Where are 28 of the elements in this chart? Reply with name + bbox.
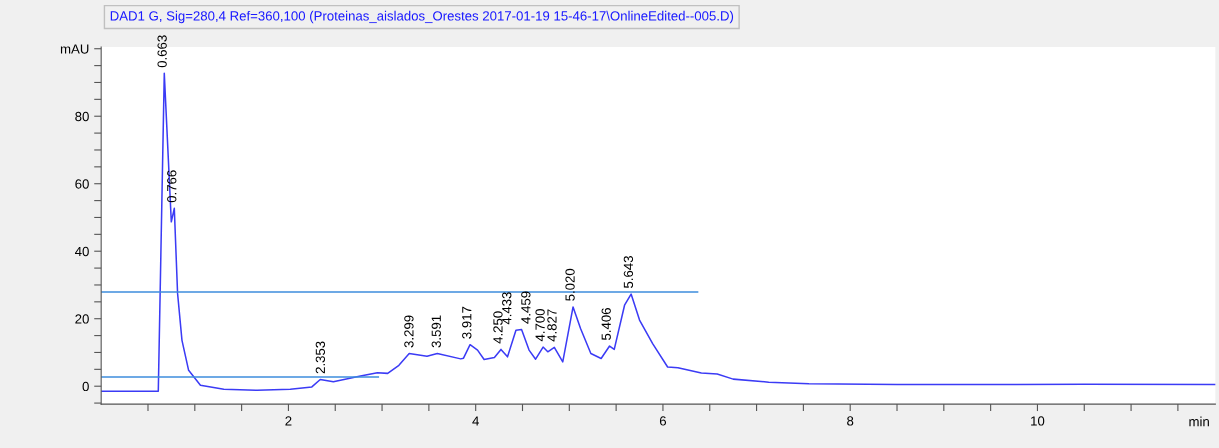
annotation: 4.459 bbox=[521, 291, 531, 324]
annotation: 0.766 bbox=[167, 170, 177, 203]
annotation: 3.917 bbox=[462, 306, 472, 339]
annotation: 0.663 bbox=[157, 35, 167, 68]
annotation: 4.700 bbox=[535, 309, 545, 342]
annotation: 5.643 bbox=[623, 256, 634, 288]
annotation: 2.353 bbox=[315, 341, 326, 374]
x-tick-label: 2 bbox=[285, 416, 292, 426]
x-tick-label: 8 bbox=[847, 416, 854, 426]
annotation: 5.406 bbox=[601, 308, 611, 340]
y-tick-label: 60 bbox=[75, 179, 89, 189]
annotation: 3.299 bbox=[404, 315, 414, 348]
x-tick-label: 6 bbox=[659, 416, 667, 426]
chart-title: DAD1 G, Sig=280,4 Ref=360,100 (Proteinas_aislados_Orestes 2017-01-19 15-46-17\OnlineEdited--005.D) bbox=[110, 10, 734, 24]
x-tick-label: 4 bbox=[472, 416, 479, 426]
x-tick-label: 10 bbox=[1031, 416, 1045, 426]
annotation: 3.591 bbox=[431, 315, 441, 348]
annotation: 4.433 bbox=[502, 292, 512, 325]
y-tick-label: mAU bbox=[60, 44, 89, 54]
annotation: 5.020 bbox=[565, 268, 575, 301]
line-series bbox=[101, 72, 1216, 393]
annotation: 4.827 bbox=[547, 309, 557, 342]
y-tick-label: 80 bbox=[75, 111, 89, 122]
y-tick-label: 0 bbox=[82, 381, 89, 392]
annotation: 4.250 bbox=[493, 311, 503, 344]
x-axis-title: min bbox=[1189, 416, 1209, 427]
y-tick-label: 20 bbox=[75, 314, 89, 324]
y-tick-label: 40 bbox=[75, 246, 89, 257]
